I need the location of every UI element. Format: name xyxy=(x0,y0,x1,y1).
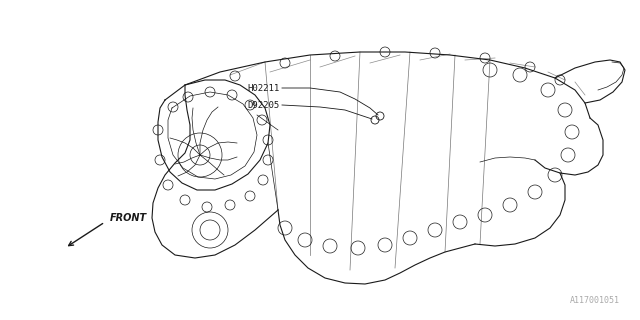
Text: A117001051: A117001051 xyxy=(570,296,620,305)
Text: H02211: H02211 xyxy=(248,84,280,92)
Text: D92205: D92205 xyxy=(248,100,280,109)
Text: FRONT: FRONT xyxy=(110,213,147,223)
